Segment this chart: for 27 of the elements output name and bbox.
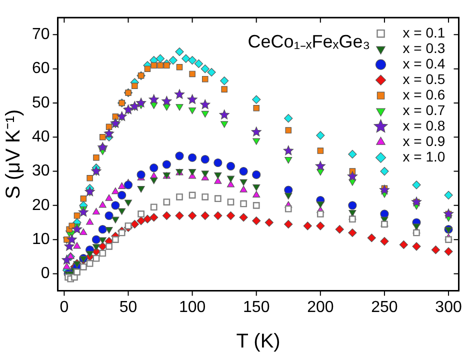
- x-axis-title: T (K): [236, 330, 280, 353]
- legend-label: x = 0.5: [402, 70, 446, 87]
- x-tick-label: 50: [119, 298, 138, 316]
- y-tick-label: 60: [32, 60, 50, 78]
- legend-label: x = 0.9: [402, 132, 446, 149]
- x-tick-label: 250: [371, 298, 398, 316]
- legend-label: x = 0.4: [402, 55, 446, 72]
- y-axis-title: S (μV K⁻¹): [2, 109, 25, 200]
- y-tick-label: 50: [32, 94, 50, 112]
- y-tick-label: 40: [32, 128, 50, 146]
- legend-label: x = 0.1: [402, 24, 446, 40]
- legend-label: x = 0.6: [402, 86, 446, 102]
- y-tick-label: 70: [32, 26, 50, 44]
- y-tick-label: 30: [32, 162, 50, 180]
- x-tick-label: 0: [60, 298, 69, 316]
- legend-label: x = 0.8: [402, 117, 446, 134]
- y-tick-label: 20: [32, 196, 50, 214]
- legend-label: x = 0.3: [402, 40, 446, 56]
- y-tick-label: 10: [32, 230, 50, 248]
- x-tick-label: 100: [178, 298, 206, 316]
- legend-label: x = 0.7: [402, 102, 446, 118]
- x-tick-label: 200: [307, 298, 334, 316]
- x-tick-label: 300: [435, 298, 462, 316]
- y-tick-label: 0: [40, 265, 50, 282]
- x-tick-label: 150: [243, 298, 270, 316]
- legend-label: x = 1.0: [402, 148, 446, 164]
- annotation: CeCo₁₋ₓFeₓGe₃: [248, 32, 370, 52]
